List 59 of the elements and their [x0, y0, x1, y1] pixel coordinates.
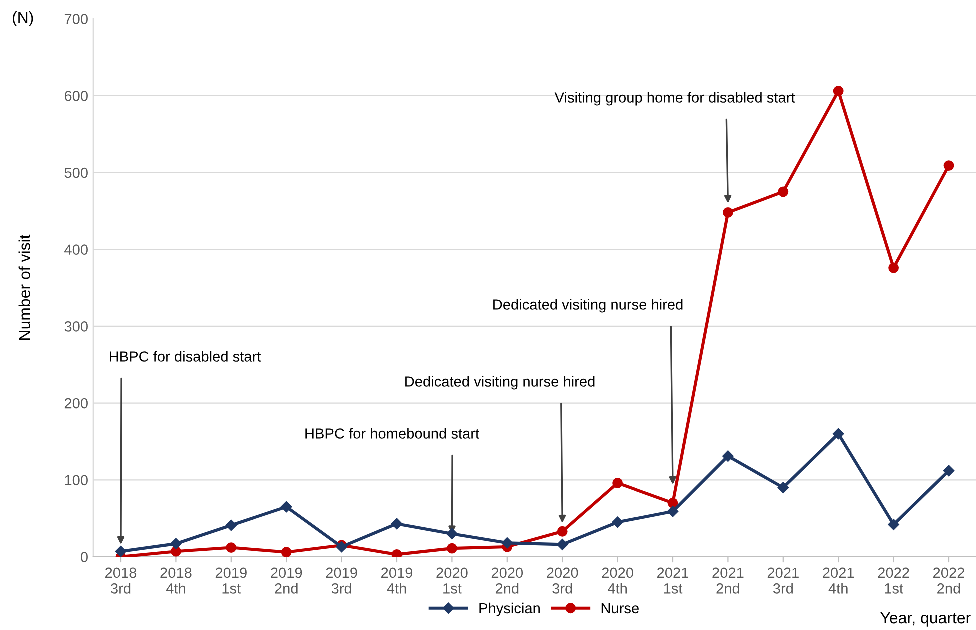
point: [446, 528, 458, 540]
x-tick-label: 2021 3rd: [768, 568, 799, 594]
y-tick-label: 600: [64, 90, 88, 102]
point: [502, 538, 514, 549]
point: [446, 543, 458, 554]
point: [722, 450, 734, 462]
x-tick-label: 2018 3rd: [106, 568, 137, 594]
x-tick-label: 2019 3rd: [326, 568, 358, 594]
x-tick-label: 2021 2nd: [712, 568, 744, 594]
point: [115, 546, 127, 557]
x-tick-label: 2020 1st: [436, 568, 468, 594]
point: [778, 186, 789, 198]
point: [832, 428, 844, 440]
x-tick-label: 2019 2nd: [271, 568, 302, 594]
x-tick-label: 2021 1st: [658, 568, 689, 594]
point: [226, 542, 237, 553]
y-axis-title: Number of visit: [18, 234, 30, 340]
point: [778, 482, 790, 494]
x-axis-title: Year, quarter: [880, 612, 971, 627]
x-tick-label: 2021 4th: [823, 568, 854, 594]
x-tick-label: 2019 1st: [216, 568, 247, 594]
legend-label: Physician: [480, 602, 540, 617]
point: [612, 516, 624, 528]
point: [943, 465, 955, 477]
point: [557, 526, 568, 537]
point: [944, 160, 954, 172]
annotation: Dedicated visiting nurse hired: [406, 376, 595, 390]
legend-label: Nurse: [602, 603, 639, 614]
annotation: Dedicated visiting nurse hired: [494, 299, 683, 313]
point: [281, 547, 292, 557]
point: [170, 538, 182, 550]
x-tick-label: 2022 1st: [878, 568, 910, 594]
y-tick-label: 400: [64, 244, 88, 255]
point: [667, 506, 679, 518]
y-tick-label: 0: [81, 552, 88, 562]
y-tick-label: 300: [64, 322, 88, 332]
x-tick-label: 2020 2nd: [492, 568, 524, 594]
y-tick-label: 200: [64, 398, 88, 409]
x-tick-label: 2019 4th: [382, 568, 413, 594]
point: [226, 520, 238, 532]
annotation: HBPC for homebound start: [306, 428, 480, 439]
x-tick-label: 2022 2nd: [934, 568, 964, 594]
point: [391, 518, 403, 530]
y-tick-label: 100: [65, 475, 88, 486]
x-tick-label: 2020 4th: [602, 568, 634, 594]
point: [833, 86, 844, 96]
annotation: HBPC for disabled start: [110, 351, 262, 362]
text: (N): [12, 12, 34, 26]
point: [280, 501, 292, 513]
annotation: Visiting group home for disabled start: [554, 92, 796, 106]
point: [556, 539, 568, 550]
y-tick-label: 700: [64, 14, 88, 24]
x-tick-label: 2018 4th: [160, 568, 192, 594]
point: [612, 478, 624, 488]
point: [722, 207, 734, 218]
y-tick-label: 500: [64, 168, 88, 178]
x-tick-label: 2020 3rd: [547, 568, 578, 594]
point: [888, 519, 900, 530]
point: [888, 262, 900, 274]
